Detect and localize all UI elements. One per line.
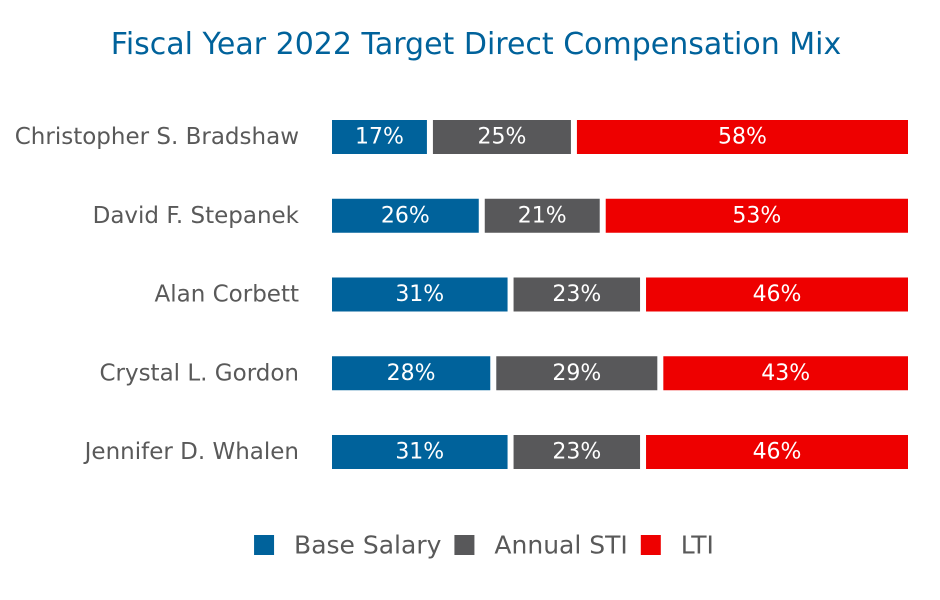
legend-label-lti: LTI (681, 531, 714, 560)
bar-annual-sti-christopher-s-bradshaw (432, 120, 571, 154)
bar-base-salary-jennifer-d-whalen (332, 435, 508, 469)
bar-annual-sti-jennifer-d-whalen (513, 435, 641, 469)
data-label-annual-sti-crystal-l-gordon: 29% (552, 361, 601, 386)
category-label-david-f-stepanek: David F. Stepanek (93, 203, 300, 229)
bar-base-salary-alan-corbett (332, 277, 508, 312)
bar-lti-crystal-l-gordon (663, 356, 908, 391)
bar-lti-alan-corbett (646, 277, 908, 312)
data-label-base-salary-david-f-stepanek: 26% (381, 203, 430, 228)
category-label-christopher-s-bradshaw: Christopher S. Bradshaw (15, 124, 299, 150)
chart-title: Fiscal Year 2022 Target Direct Compensat… (111, 27, 841, 62)
legend: Base Salary Annual STI LTI (254, 531, 714, 560)
legend-label-annual-sti: Annual STI (494, 531, 627, 560)
legend-marker-lti (640, 535, 661, 555)
data-label-base-salary-alan-corbett: 31% (395, 282, 444, 307)
category-label-jennifer-d-whalen: Jennifer D. Whalen (83, 439, 299, 465)
legend-marker-annual-sti (454, 535, 475, 555)
bar-base-salary-christopher-s-bradshaw (332, 120, 427, 154)
bar-annual-sti-david-f-stepanek (484, 198, 600, 233)
data-label-base-salary-christopher-s-bradshaw: 17% (355, 125, 404, 150)
data-label-annual-sti-alan-corbett: 23% (552, 282, 601, 307)
legend-marker-base-salary (254, 535, 275, 555)
data-label-base-salary-jennifer-d-whalen: 31% (395, 440, 444, 465)
category-label-crystal-l-gordon: Crystal L. Gordon (99, 360, 299, 386)
bar-annual-sti-crystal-l-gordon (496, 356, 658, 391)
data-label-lti-jennifer-d-whalen: 46% (753, 440, 802, 465)
data-label-base-salary-crystal-l-gordon: 28% (387, 361, 436, 386)
bar-lti-jennifer-d-whalen (646, 435, 908, 469)
data-label-lti-alan-corbett: 46% (753, 282, 802, 307)
data-labels: 17% 25% 58% 26% 21% 53% 31% 23% 46% 28% 29% 43% 31% 2… (355, 125, 810, 465)
data-label-lti-crystal-l-gordon: 43% (761, 361, 810, 386)
bar-group (332, 120, 908, 469)
data-label-annual-sti-jennifer-d-whalen: 23% (552, 440, 601, 465)
bar-lti-david-f-stepanek (605, 198, 908, 233)
bar-base-salary-crystal-l-gordon (332, 356, 491, 391)
category-labels: Christopher S. Bradshaw David F. Stepanek… (15, 124, 300, 465)
category-label-alan-corbett: Alan Corbett (155, 282, 299, 308)
bar-annual-sti-alan-corbett (513, 277, 641, 312)
legend-label-base-salary: Base Salary (294, 531, 442, 560)
data-label-annual-sti-christopher-s-bradshaw: 25% (477, 125, 526, 150)
data-label-annual-sti-david-f-stepanek: 21% (518, 203, 567, 228)
bar-base-salary-david-f-stepanek (332, 198, 479, 233)
bar-lti-christopher-s-bradshaw (576, 120, 908, 154)
data-label-lti-christopher-s-bradshaw: 58% (718, 125, 767, 150)
data-label-lti-david-f-stepanek: 53% (732, 203, 781, 228)
